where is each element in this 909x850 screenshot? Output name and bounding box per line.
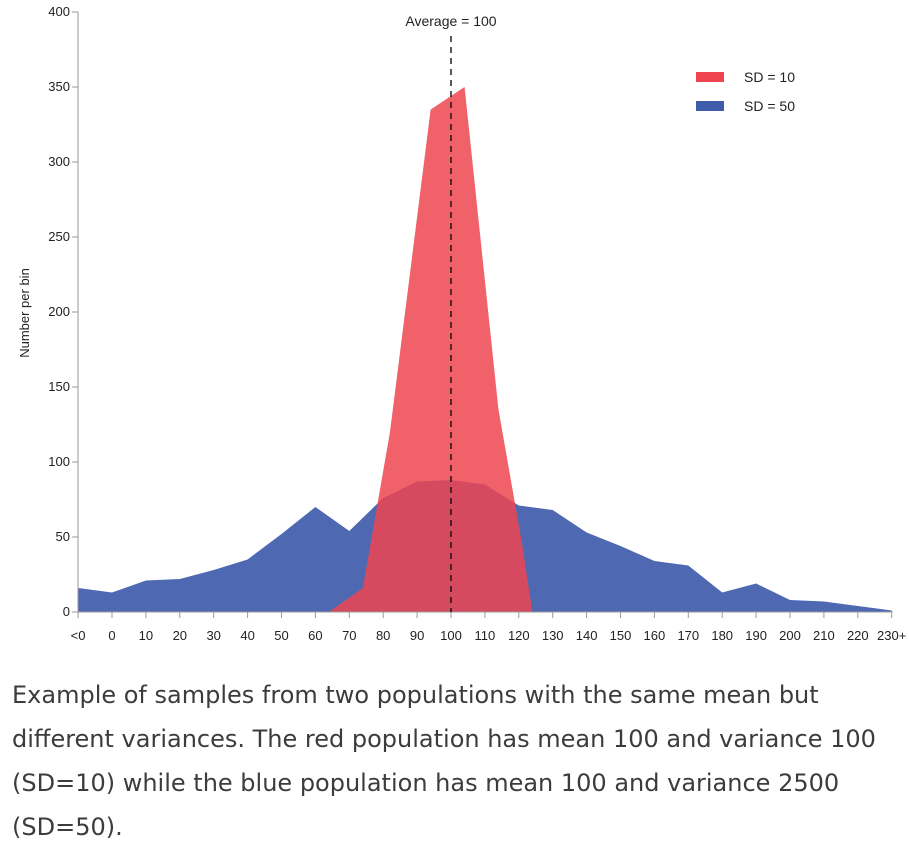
x-tick-label: 110 xyxy=(475,628,496,643)
x-tick-label: 10 xyxy=(139,628,153,643)
average-annotation: Average = 100 xyxy=(405,13,497,612)
y-axis-label: Number per bin xyxy=(17,268,32,358)
y-tick-label: 50 xyxy=(56,529,70,544)
y-tick-label: 250 xyxy=(48,229,70,244)
x-tick-label: 140 xyxy=(576,628,598,643)
legend-label-sd-50: SD = 50 xyxy=(744,98,795,114)
x-tick-label: 210 xyxy=(813,628,835,643)
y-tick-label: 200 xyxy=(48,304,70,319)
x-tick-label: 180 xyxy=(711,628,733,643)
y-tick-label: 300 xyxy=(48,154,70,169)
legend-swatch-sd-50 xyxy=(696,101,724,111)
series-area-sd-10 xyxy=(328,87,533,612)
legend-swatch-sd-10 xyxy=(696,72,724,82)
legend-label-sd-10: SD = 10 xyxy=(744,69,795,85)
x-tick-label: 70 xyxy=(342,628,356,643)
legend: SD = 10 SD = 50 xyxy=(696,69,795,114)
x-tick-label: 160 xyxy=(644,628,666,643)
x-tick-label: 40 xyxy=(240,628,254,643)
x-tick-label: 150 xyxy=(610,628,632,643)
x-tick-label: 90 xyxy=(410,628,424,643)
average-label: Average = 100 xyxy=(405,13,496,29)
y-tick-label: 0 xyxy=(63,604,70,619)
x-tick-label: 20 xyxy=(173,628,187,643)
x-tick-label: 200 xyxy=(779,628,801,643)
x-tick-label: <0 xyxy=(71,628,86,643)
x-tick-label: 120 xyxy=(508,628,530,643)
figure-caption: Example of samples from two populations … xyxy=(12,681,876,841)
y-tick-label: 400 xyxy=(48,4,70,19)
x-tick-label: 230+ xyxy=(877,628,906,643)
x-tick-label: 0 xyxy=(108,628,115,643)
x-tick-label: 190 xyxy=(745,628,767,643)
x-tick-label: 100 xyxy=(440,628,462,643)
series-layer xyxy=(78,87,892,612)
x-tick-label: 80 xyxy=(376,628,390,643)
y-tick-label: 350 xyxy=(48,79,70,94)
x-tick-label: 170 xyxy=(677,628,699,643)
x-tick-label: 130 xyxy=(542,628,564,643)
x-tick-label: 60 xyxy=(308,628,322,643)
x-tick-label: 50 xyxy=(274,628,288,643)
x-tick-label: 220 xyxy=(847,628,869,643)
y-tick-label: 150 xyxy=(48,379,70,394)
x-tick-label: 30 xyxy=(206,628,220,643)
y-tick-label: 100 xyxy=(48,454,70,469)
